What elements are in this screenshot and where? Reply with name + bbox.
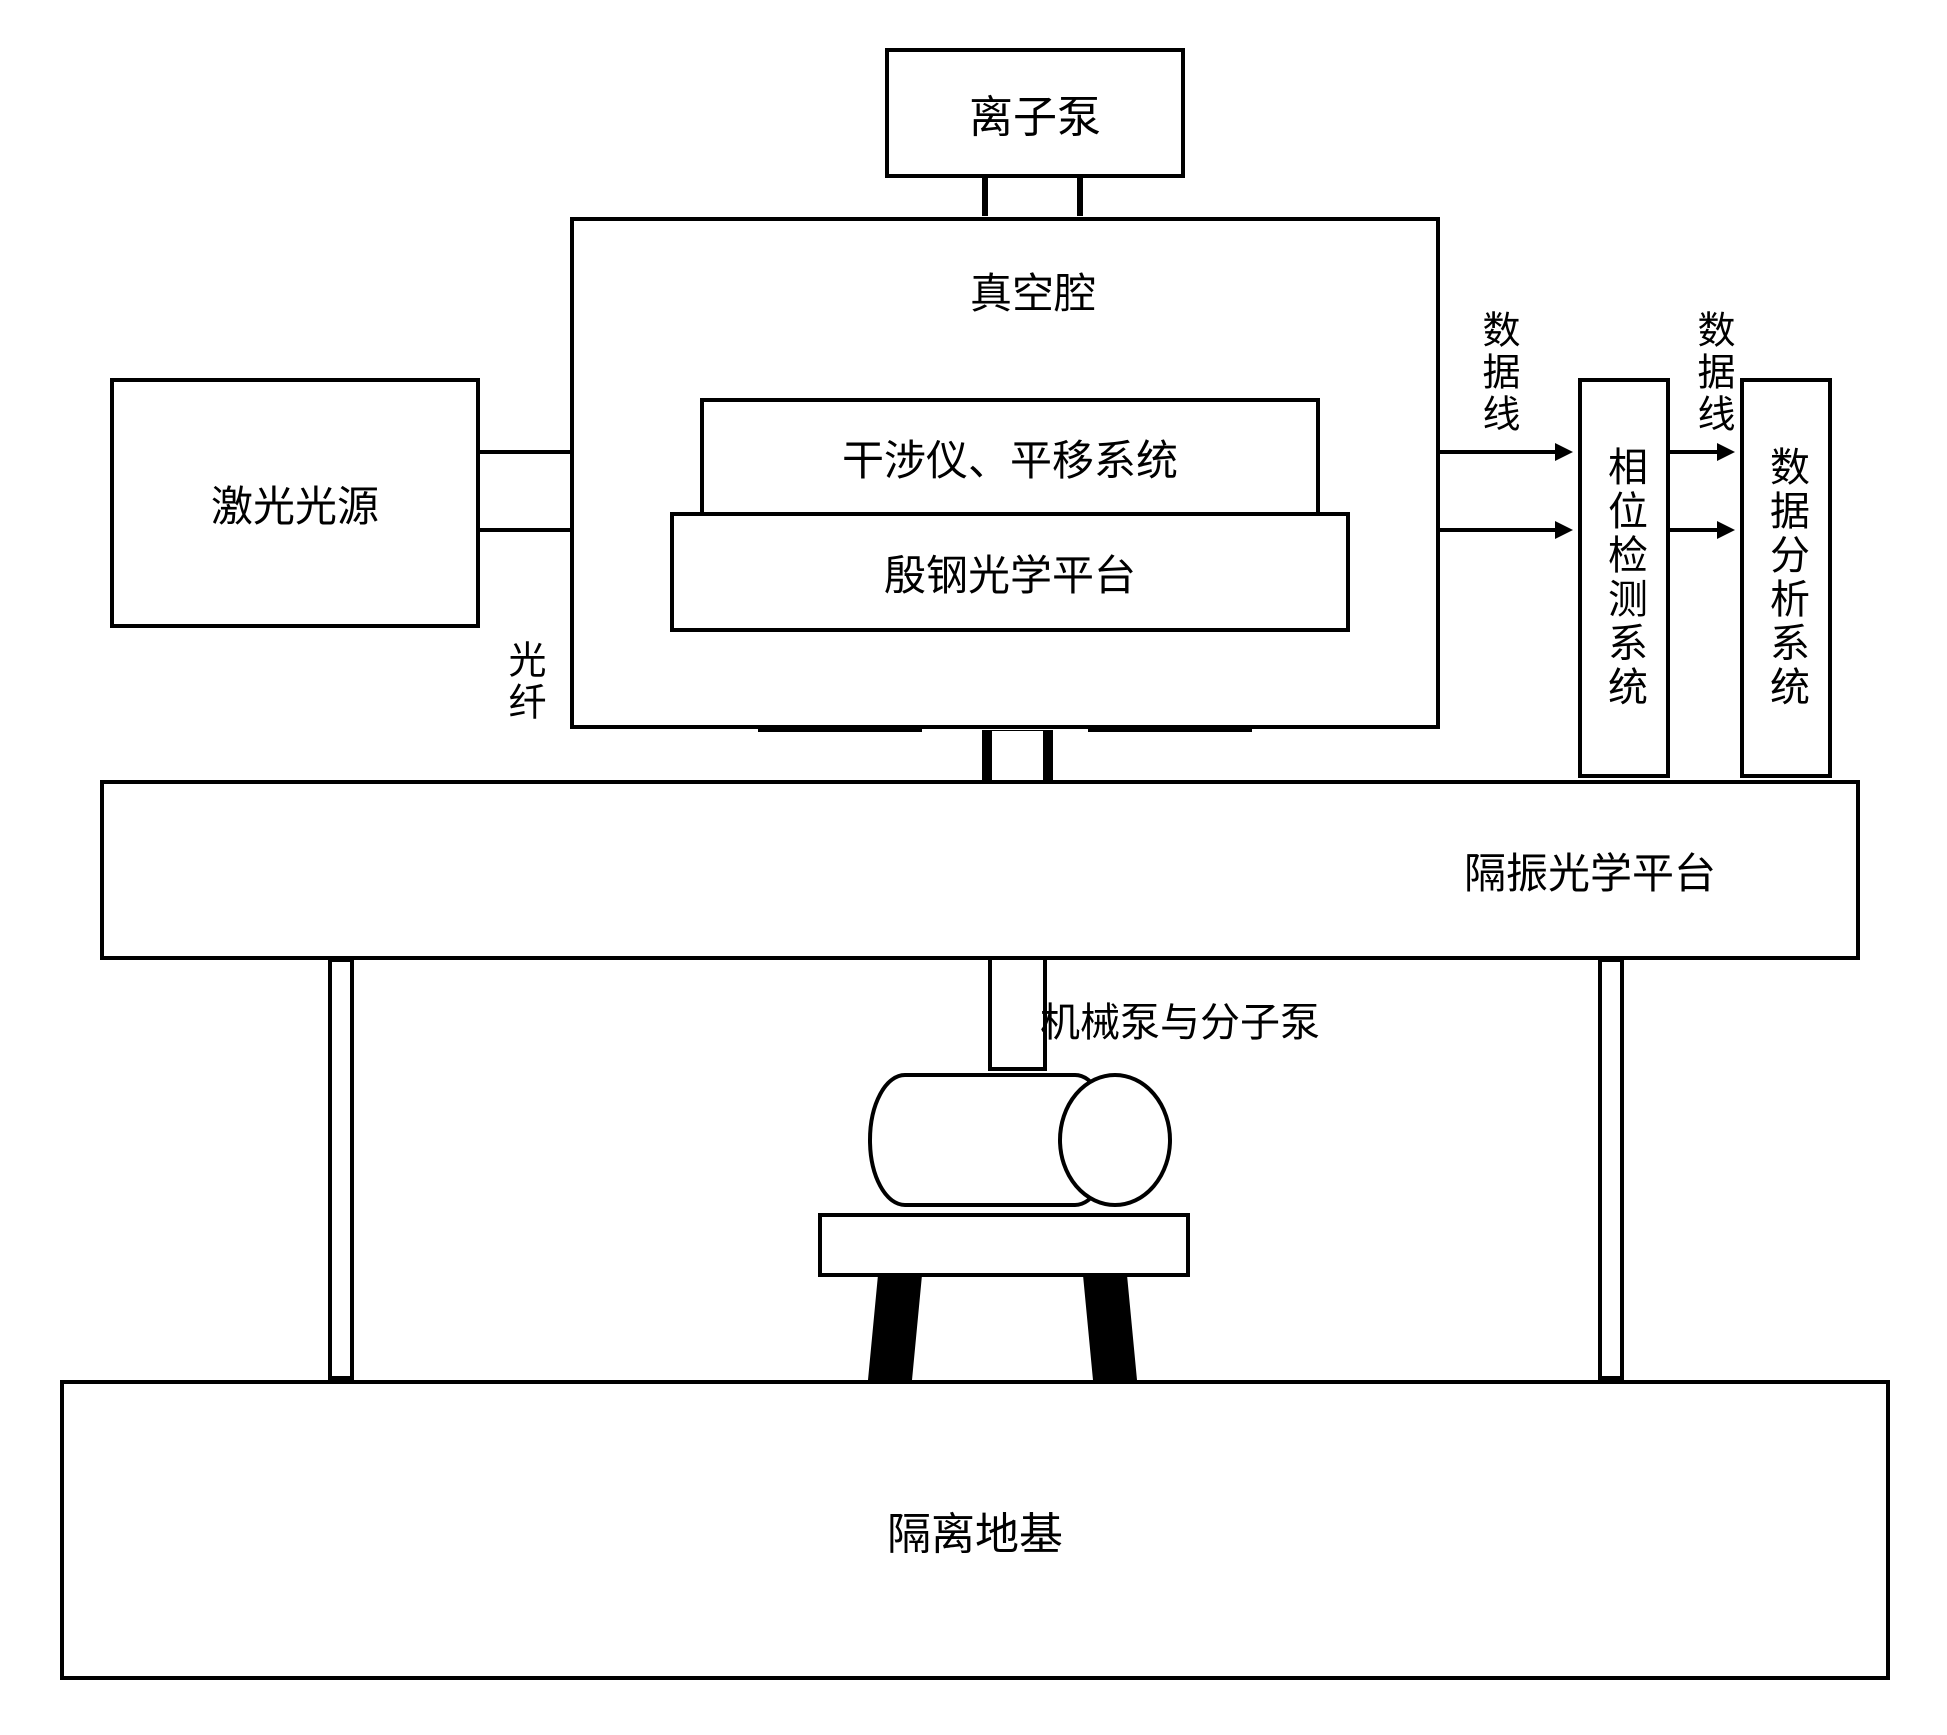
vacuumLbl-label: 真空腔 [970,260,1096,321]
data1-label: 数据线 [1470,310,1525,436]
isoPlat-label: 隔振光学平台 [1464,840,1716,901]
laser-box: 激光光源 [110,378,480,628]
fiber-label: 光纤 [496,640,551,724]
pump-leg-1 [1085,1275,1135,1380]
optPlat-box: 殷钢光学平台 [670,512,1350,632]
interf-box: 干涉仪、平移系统 [700,398,1320,516]
arrowhead-5 [1717,521,1735,539]
pump-wheel [1060,1075,1170,1205]
foundation-box: 隔离地基 [60,1380,1890,1680]
interf-label: 干涉仪、平移系统 [842,427,1178,488]
pump-label: 机械泵与分子泵 [1040,990,1320,1048]
support-rect-2 [820,1215,1188,1275]
ionPump-box: 离子泵 [885,48,1185,178]
arrowhead-3 [1555,521,1573,539]
isoPlat-box: 隔振光学平台 [100,780,1860,960]
arrowhead-2 [1555,443,1573,461]
phase-label: 相位检测系统 [1595,446,1653,710]
big-leg-0 [330,960,352,1378]
data-box: 数据分析系统 [1740,378,1832,778]
laser-label: 激光光源 [211,473,379,534]
pump-leg-0 [870,1275,920,1380]
big-leg-1 [1600,960,1622,1378]
optPlat-label: 殷钢光学平台 [884,542,1136,603]
data2-label: 数据线 [1685,310,1740,436]
foundation-label: 隔离地基 [887,1498,1063,1562]
ionPump-label: 离子泵 [969,81,1101,145]
phase-box: 相位检测系统 [1578,378,1670,778]
arrowhead-4 [1717,443,1735,461]
data-label: 数据分析系统 [1757,446,1815,710]
